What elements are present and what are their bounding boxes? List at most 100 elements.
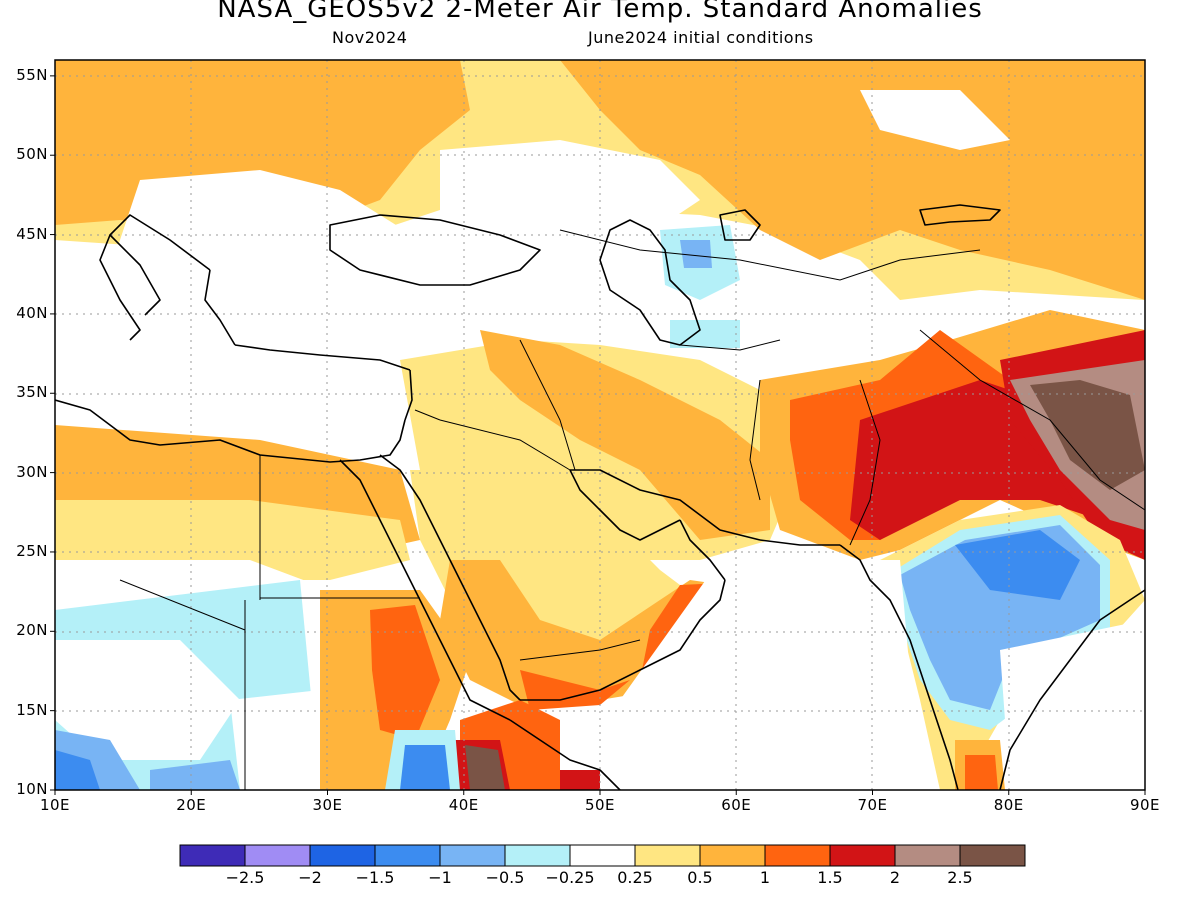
border-iran-turkmenistan (679, 339, 781, 351)
anomaly-region-sahel-white-1 (55, 640, 240, 760)
border-pakistan-india (849, 379, 881, 546)
latitude-label: 25N (16, 541, 48, 560)
colorbar-swatch (374, 844, 441, 867)
forecast-month: Nov2024 (332, 28, 408, 47)
border-iran-afghanistan (749, 379, 761, 501)
anomaly-field (55, 60, 1145, 790)
border-india-china (919, 329, 1145, 511)
latitude-label: 30N (16, 462, 48, 481)
border-saudi-iraq (439, 419, 571, 471)
latitude-label: 35N (16, 383, 48, 402)
colorbar-label: 1 (759, 868, 771, 887)
border-libya-chad (119, 579, 246, 631)
anomaly-region-india-blue (955, 530, 1080, 600)
borders (119, 229, 1145, 790)
colorbar-label: 1.5 (817, 868, 843, 887)
anomaly-region-sahel-white-2 (230, 690, 320, 790)
anomaly-region-south-india-dark-orange (965, 755, 998, 790)
latitude-ticks (50, 75, 55, 791)
coastline-levant (404, 369, 413, 421)
colorbar-label: 2.5 (947, 868, 973, 887)
latitude-label: 15N (16, 700, 48, 719)
colorbar-label: −1 (428, 868, 452, 887)
colorbar-swatch (309, 844, 376, 867)
latitude-label: 45N (16, 224, 48, 243)
anomaly-region-chad-blue (150, 760, 240, 790)
coastline-india-east (999, 589, 1145, 790)
longitude-label: 90E (1129, 796, 1161, 814)
gridlines (55, 60, 1145, 790)
coastline-italy (99, 234, 141, 341)
latitude-label: 10N (16, 780, 48, 798)
colorbar-swatch (699, 844, 766, 867)
anomaly-region-caucasus-blue (680, 240, 712, 268)
longitude-label: 40E (448, 796, 479, 814)
longitude-label: 60E (721, 796, 752, 814)
coastline-makran (759, 539, 840, 546)
coastline-india-west (839, 544, 959, 790)
colorbar-swatch (439, 844, 506, 867)
anomaly-region-arabian-sea-white (600, 560, 920, 790)
latitude-label: 55N (16, 65, 48, 84)
colorbar-label: 2 (889, 868, 901, 887)
coastline-turkey-south (234, 344, 411, 371)
colorbar-swatch (179, 844, 246, 867)
coastline-gulf-oman (679, 519, 726, 581)
anomaly-region-siberia-orange (560, 60, 1145, 300)
coastline-red-sea-east (379, 454, 521, 701)
colorbar-swatch (244, 844, 311, 867)
coastline-persian-gulf-north (570, 469, 761, 541)
border-kazakhstan-south (559, 229, 981, 281)
border-saudi-jordan (414, 409, 441, 421)
anomaly-region-ocean-white (1000, 620, 1145, 790)
colorbar-swatch (959, 844, 1026, 867)
colorbar-swatch (764, 844, 831, 867)
anomaly-region-tibet-dark-brown (1030, 380, 1145, 490)
anomaly-region-east-white (860, 90, 1010, 150)
latitude-label: 40N (16, 303, 48, 322)
anomaly-region-iran-orange (480, 330, 770, 540)
anomaly-region-horn-brown (465, 745, 505, 790)
longitude-label: 70E (857, 796, 888, 814)
colorbar (179, 844, 1026, 867)
initial-conditions: June2024 initial conditions (588, 28, 814, 47)
coastline-persian-gulf-south (569, 469, 681, 541)
anomaly-region-west-africa-dark-blue (55, 750, 100, 790)
coastline-arabia-south (520, 579, 726, 701)
longitude-label: 80E (993, 796, 1024, 814)
coastline-aral (719, 209, 761, 241)
border-iran-iraq (519, 339, 576, 471)
latitude-label: 50N (16, 145, 48, 164)
border-saudi-yemen (519, 639, 641, 661)
coastline-black-sea (329, 214, 541, 286)
latitude-label: 20N (16, 621, 48, 640)
anomaly-region-west-white (110, 170, 470, 360)
colorbar-swatch (634, 844, 701, 867)
anomaly-region-sudan-dark-orange (370, 605, 440, 740)
colorbar-swatch (829, 844, 896, 867)
coastline-balkhash (919, 204, 1001, 226)
coastline-caspian (599, 219, 701, 346)
colorbar-label: −0.25 (545, 868, 595, 887)
colorbar-label: −2 (298, 868, 322, 887)
longitude-label: 10E (39, 796, 71, 814)
colorbar-swatch (569, 844, 636, 867)
longitude-label: 30E (312, 796, 343, 814)
colorbar-label: −1.5 (355, 868, 395, 887)
anomaly-region-caspian-cyan (670, 320, 740, 348)
colorbar-swatch (894, 844, 961, 867)
colorbar-swatch (504, 844, 571, 867)
coastline-aegean-greece (204, 269, 236, 346)
colorbar-label: −2.5 (225, 868, 265, 887)
longitude-label: 50E (584, 796, 616, 814)
longitude-label: 20E (176, 796, 207, 814)
anomaly-region-somalia-red (560, 770, 600, 790)
coastline-somalia (509, 719, 621, 790)
colorbar-label: 0.5 (687, 868, 713, 887)
colorbar-label: −0.5 (485, 868, 525, 887)
coastline-red-sea-west (339, 459, 511, 721)
longitude-ticks (54, 790, 1146, 795)
anomaly-region-ethiopia-blue (400, 745, 450, 790)
colorbar-label: 0.25 (617, 868, 653, 887)
